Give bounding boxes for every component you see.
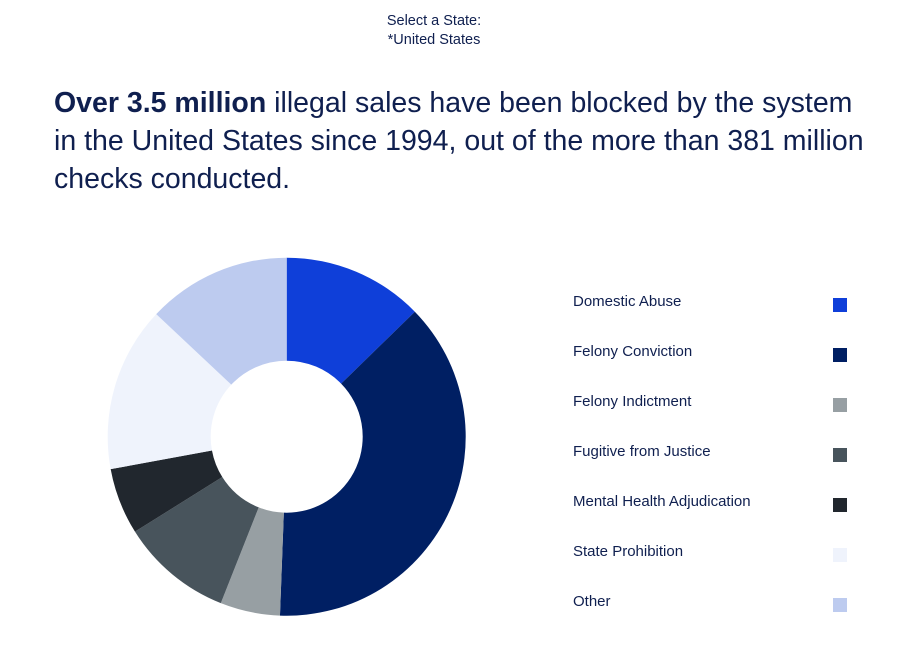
headline-highlight: Over 3.5 million	[54, 87, 267, 119]
donut-slice-state-prohibition[interactable]	[107, 314, 232, 470]
legend-item-state-prohibition[interactable]: State Prohibition	[573, 540, 853, 590]
legend-item-fugitive-from-justice[interactable]: Fugitive from Justice	[573, 440, 853, 490]
legend-label: Felony Conviction	[573, 343, 693, 360]
legend-label: State Prohibition	[573, 543, 684, 560]
legend-item-other[interactable]: Other	[573, 590, 853, 640]
donut-slice-felony-indictment[interactable]	[220, 507, 284, 616]
chart-legend: Domestic Abuse Felony Conviction Felony In…	[573, 290, 853, 640]
legend-swatch-icon	[833, 498, 847, 512]
donut-slice-other[interactable]	[156, 257, 287, 385]
donut-slices	[107, 257, 466, 616]
donut-slice-mental-health-adjudication[interactable]	[110, 450, 223, 532]
legend-item-felony-indictment[interactable]: Felony Indictment	[573, 390, 853, 440]
legend-label: Domestic Abuse	[573, 293, 682, 310]
legend-item-mental-health-adjudication[interactable]: Mental Health Adjudication	[573, 490, 853, 540]
headline: Over 3.5 million illegal sales have been…	[54, 84, 874, 198]
legend-item-domestic-abuse[interactable]: Domestic Abuse	[573, 290, 853, 340]
legend-swatch-icon	[833, 548, 847, 562]
donut-slice-domestic-abuse[interactable]	[286, 257, 415, 384]
legend-label: Mental Health Adjudication	[573, 493, 751, 510]
headline-text: illegal sales have been blocked by the s…	[54, 87, 864, 195]
donut-slice-felony-conviction[interactable]	[279, 311, 466, 616]
legend-label: Felony Indictment	[573, 393, 692, 410]
legend-swatch-icon	[833, 398, 847, 412]
legend-item-felony-conviction[interactable]: Felony Conviction	[573, 340, 853, 390]
legend-label: Fugitive from Justice	[573, 443, 711, 460]
legend-swatch-icon	[833, 348, 847, 362]
legend-label: Other	[573, 593, 611, 610]
legend-swatch-icon	[833, 448, 847, 462]
state-selector-label: Select a State:	[386, 13, 482, 29]
legend-swatch-icon	[833, 598, 847, 612]
state-selector-value[interactable]: *United States	[387, 32, 481, 48]
donut-slice-fugitive-from-justice[interactable]	[134, 477, 259, 604]
state-selector[interactable]: Select a State: *United States	[0, 12, 868, 50]
legend-swatch-icon	[833, 298, 847, 312]
